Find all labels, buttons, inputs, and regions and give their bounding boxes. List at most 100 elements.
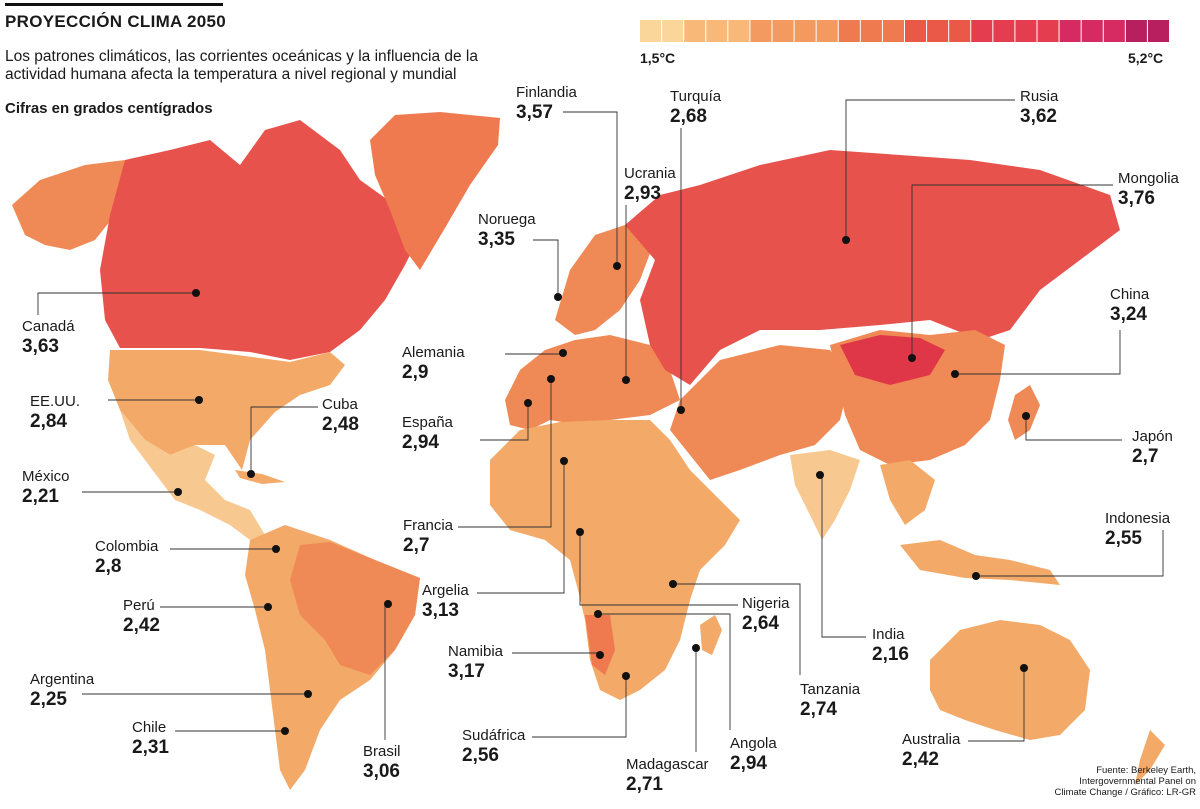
land-madagascar	[700, 615, 722, 655]
legend-max-label: 5,2°C	[1128, 50, 1164, 66]
country-label: Angola 2,94	[730, 735, 777, 774]
country-name: Francia	[403, 517, 454, 534]
units-note: Cifras en grados centígrados	[5, 100, 213, 117]
country-label: Brasil 3,06	[363, 743, 401, 782]
country-dot	[547, 375, 555, 383]
country-label: Alemania 2,9	[402, 344, 465, 383]
country-dot	[524, 399, 532, 407]
land-usa	[108, 350, 345, 470]
country-label: EE.UU. 2,84	[30, 393, 80, 432]
country-name: Japón	[1132, 428, 1173, 445]
country-value: 2,7	[1132, 446, 1159, 467]
color-scale-step	[1037, 20, 1059, 42]
country-name: Ucrania	[624, 165, 676, 182]
land-se-asia	[880, 460, 935, 525]
color-scale-step	[882, 20, 904, 42]
country-label: Indonesia 2,55	[1105, 510, 1170, 549]
country-name: Finlandia	[516, 84, 577, 101]
legend-min-label: 1,5°C	[640, 50, 676, 66]
color-scale-step	[706, 20, 728, 42]
country-dot	[281, 727, 289, 735]
color-scale-step	[1059, 20, 1081, 42]
country-name: Turquía	[670, 88, 722, 105]
country-value: 2,68	[670, 106, 707, 127]
color-scale-step	[816, 20, 838, 42]
land-new-zealand	[1135, 730, 1165, 785]
title-rule	[5, 3, 223, 6]
country-value: 2,93	[624, 183, 661, 204]
leader-line	[563, 111, 618, 266]
country-label: China 3,24	[1110, 286, 1149, 325]
country-value: 2,94	[730, 753, 767, 774]
country-label: Ucrania 2,93	[624, 165, 676, 204]
leader-lines	[37, 99, 1164, 752]
color-scale-step	[794, 20, 816, 42]
country-value: 3,62	[1020, 106, 1057, 127]
leader-line	[821, 475, 866, 638]
color-scale-step	[905, 20, 927, 42]
country-name: Madagascar	[626, 756, 709, 773]
country-label: Chile 2,31	[132, 719, 169, 758]
country-value: 3,13	[422, 600, 459, 621]
country-name: Namibia	[448, 643, 504, 660]
country-dot	[613, 262, 621, 270]
country-value: 2,55	[1105, 528, 1142, 549]
country-name: Argentina	[30, 671, 95, 688]
country-dot	[596, 651, 604, 659]
land-namibia	[585, 615, 615, 675]
country-label: Australia 2,42	[902, 731, 960, 770]
land-japan	[1008, 385, 1040, 440]
country-value: 2,56	[462, 745, 499, 766]
country-value: 3,57	[516, 102, 553, 123]
country-dot	[554, 293, 562, 301]
country-name: Alemania	[402, 344, 465, 361]
color-scale-step	[860, 20, 882, 42]
country-label: Rusia 3,62	[1020, 88, 1058, 127]
country-dot	[622, 672, 630, 680]
color-scale-step	[684, 20, 706, 42]
country-name: Chile	[132, 719, 167, 736]
country-dot	[951, 370, 959, 378]
leader-line	[477, 461, 565, 594]
country-value: 2,42	[902, 749, 939, 770]
country-value: 2,94	[402, 432, 439, 453]
leader-line	[955, 330, 1121, 375]
country-dot	[576, 528, 584, 536]
leader-line	[976, 530, 1164, 577]
country-value: 3,17	[448, 661, 485, 682]
country-name: Indonesia	[1105, 510, 1171, 527]
color-scale-step	[1147, 20, 1169, 42]
color-scale-step	[728, 20, 750, 42]
country-dot	[1022, 412, 1030, 420]
world-land	[12, 112, 1165, 790]
country-dot	[304, 690, 312, 698]
country-value: 3,24	[1110, 304, 1147, 325]
country-dots	[174, 236, 1030, 735]
land-alaska	[12, 160, 125, 250]
color-scale-step	[949, 20, 971, 42]
country-dot	[594, 610, 602, 618]
country-value: 2,84	[30, 411, 67, 432]
source-note: Fuente: Berkeley Earth, Intergovernmenta…	[1055, 765, 1197, 798]
country-value: 2,21	[22, 486, 59, 507]
color-scale-step	[838, 20, 860, 42]
source-line: Climate Change / Gráfico: LR-GR	[1054, 787, 1197, 798]
country-dot	[842, 236, 850, 244]
land-europe	[505, 335, 680, 430]
country-label: México 2,21	[22, 468, 70, 507]
country-label: Noruega 3,35	[478, 211, 536, 250]
color-scale-step	[1125, 20, 1147, 42]
leader-line	[480, 403, 529, 441]
country-label: Turquía 2,68	[670, 88, 721, 127]
country-name: Rusia	[1020, 88, 1059, 105]
color-scale-step	[971, 20, 993, 42]
country-name: Noruega	[478, 211, 536, 228]
country-dot	[559, 349, 567, 357]
leader-line	[911, 184, 1113, 358]
country-label: Japón 2,7	[1132, 428, 1173, 467]
country-label: Finlandia 3,57	[516, 84, 577, 123]
leader-line	[250, 406, 318, 474]
land-indonesia	[900, 540, 1060, 585]
country-name: Argelia	[422, 582, 469, 599]
country-value: 2,71	[626, 774, 663, 795]
